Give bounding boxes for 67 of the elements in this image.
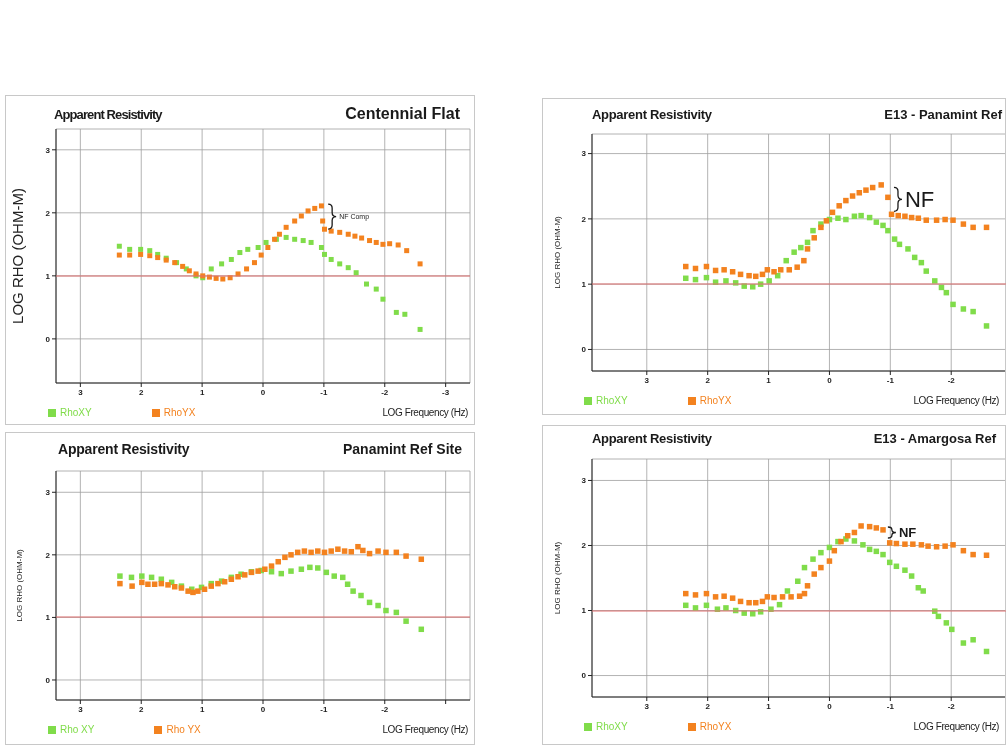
y-tick-label: 0 [45,675,51,685]
legend-label: RhoYX [163,407,196,418]
x-axis-title: LOG Frequency (Hz) [913,720,999,734]
x-tick-label: 1 [766,701,772,711]
y-axis-title: LOG RHO (OHM-M) [552,215,562,289]
legend-label: Rho YX [166,724,201,735]
x-tick-label: 0 [827,375,833,385]
x-tick-label: 3 [78,704,84,714]
y-tick-label: 1 [45,271,51,281]
legend-label: RhoXY [596,395,628,406]
chart-title: Apparent Resistivity [592,107,712,122]
chart-subtitle: E13 - Amargosa Ref [873,431,996,446]
chart-subtitle: E13 - Panamint Ref [884,107,1002,122]
x-tick-label: 0 [827,701,833,711]
y-tick-label: 0 [581,345,587,355]
x-tick-label: -2 [947,701,956,711]
y-tick-label: 3 [581,149,587,159]
x-tick-label: 3 [78,387,84,397]
y-tick-label: 3 [45,145,51,155]
legend-label: RhoXY [596,721,628,732]
x-axis-title: LOG Frequency (Hz) [382,723,468,737]
y-tick-label: 0 [45,334,51,344]
x-tick-label: -1 [320,704,328,714]
annotation: NF [898,524,917,540]
legend-label: RhoYX [699,721,732,732]
y-tick-label: 0 [581,671,587,681]
y-tick-label: 2 [45,550,51,560]
y-tick-label: 1 [45,613,51,623]
x-tick-label: -3 [442,387,450,397]
y-axis-title: LOG RHO (OHM-M) [14,548,24,622]
chart-subtitle: Panamint Ref Site [342,441,462,457]
x-tick-label: -2 [381,704,389,714]
y-tick-label: 1 [581,280,587,290]
x-tick-label: 2 [139,704,145,714]
x-tick-label: 1 [199,387,205,397]
y-axis-title: LOG RHO (OHM-M) [552,541,562,615]
chart-title: Apparent Resistivity [58,441,190,457]
y-tick-label: 3 [581,476,587,486]
x-tick-label: -2 [381,387,389,397]
x-tick-label: -1 [886,701,895,711]
chart-subtitle: Centennial Flat [345,105,460,123]
x-tick-label: -1 [886,375,895,385]
legend-label: Rho XY [60,724,95,735]
x-axis-title: LOG Frequency (Hz) [382,406,468,420]
y-tick-label: 3 [45,488,51,498]
x-tick-label: 2 [705,701,711,711]
chart-title: Apparent Resistivity [592,431,712,446]
y-tick-label: 2 [45,208,51,218]
x-tick-label: 2 [705,375,711,385]
x-tick-label: 3 [644,701,650,711]
annotation: NF [904,186,935,212]
x-axis-title: LOG Frequency (Hz) [913,394,999,408]
x-tick-label: 1 [766,375,772,385]
x-tick-label: 1 [199,704,205,714]
y-tick-label: 2 [581,541,587,551]
x-tick-label: -2 [947,375,956,385]
chart-title: Apparent Resistivity [54,106,162,122]
x-tick-label: -1 [320,387,328,397]
x-tick-label: 2 [139,387,145,397]
x-tick-label: 0 [260,704,266,714]
legend-label: RhoXY [60,407,92,418]
legend-label: RhoYX [699,395,732,406]
y-axis-title: LOG RHO (OHM-M) [9,188,27,324]
y-tick-label: 1 [581,606,587,616]
x-tick-label: 3 [644,375,650,385]
x-tick-label: 0 [260,387,266,397]
y-tick-label: 2 [581,214,587,224]
